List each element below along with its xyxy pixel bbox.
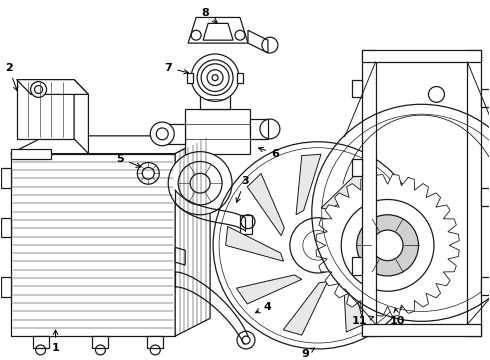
Text: 2: 2 xyxy=(5,63,18,91)
Circle shape xyxy=(290,218,346,273)
Polygon shape xyxy=(0,277,11,297)
Polygon shape xyxy=(283,282,328,335)
Polygon shape xyxy=(481,277,490,295)
Polygon shape xyxy=(296,154,321,215)
Polygon shape xyxy=(362,50,481,62)
Polygon shape xyxy=(362,50,376,336)
Polygon shape xyxy=(93,336,108,348)
Polygon shape xyxy=(11,136,210,154)
Polygon shape xyxy=(11,149,50,158)
Polygon shape xyxy=(237,275,302,304)
Polygon shape xyxy=(17,80,89,94)
Polygon shape xyxy=(250,119,268,139)
Circle shape xyxy=(372,230,403,261)
Polygon shape xyxy=(0,218,11,238)
Polygon shape xyxy=(0,168,11,188)
Polygon shape xyxy=(352,80,362,97)
Polygon shape xyxy=(33,336,49,348)
Text: 1: 1 xyxy=(51,330,59,353)
Polygon shape xyxy=(187,73,193,82)
Circle shape xyxy=(212,75,218,81)
Circle shape xyxy=(357,215,418,276)
Text: 6: 6 xyxy=(259,147,279,159)
Polygon shape xyxy=(147,336,163,348)
Text: 9: 9 xyxy=(301,348,315,359)
Polygon shape xyxy=(352,158,362,176)
Text: 8: 8 xyxy=(201,8,217,23)
Polygon shape xyxy=(362,324,481,336)
Text: 7: 7 xyxy=(164,63,188,74)
Polygon shape xyxy=(467,50,481,336)
Text: 10: 10 xyxy=(390,309,405,326)
Circle shape xyxy=(341,199,434,291)
Polygon shape xyxy=(481,90,490,107)
Polygon shape xyxy=(248,30,268,53)
Text: 4: 4 xyxy=(255,302,272,313)
Polygon shape xyxy=(343,267,364,332)
Polygon shape xyxy=(11,154,175,336)
Polygon shape xyxy=(200,94,230,109)
Text: 11: 11 xyxy=(352,316,373,326)
Circle shape xyxy=(201,64,229,91)
Circle shape xyxy=(137,162,159,184)
Polygon shape xyxy=(226,226,283,261)
Text: 5: 5 xyxy=(117,153,141,167)
Polygon shape xyxy=(237,73,243,82)
Circle shape xyxy=(191,54,239,101)
Polygon shape xyxy=(175,136,210,336)
Text: 3: 3 xyxy=(236,176,249,202)
Polygon shape xyxy=(175,183,185,201)
Polygon shape xyxy=(355,242,404,294)
Polygon shape xyxy=(240,215,252,234)
Polygon shape xyxy=(247,174,284,236)
Polygon shape xyxy=(316,175,459,316)
Polygon shape xyxy=(344,214,409,233)
Polygon shape xyxy=(74,80,89,154)
Polygon shape xyxy=(321,166,379,210)
Circle shape xyxy=(30,82,47,97)
Polygon shape xyxy=(165,124,185,144)
Polygon shape xyxy=(481,188,490,206)
Polygon shape xyxy=(188,18,248,43)
Polygon shape xyxy=(185,109,250,154)
Circle shape xyxy=(150,122,174,146)
Polygon shape xyxy=(17,80,74,139)
Circle shape xyxy=(168,152,232,215)
Polygon shape xyxy=(175,247,185,265)
Polygon shape xyxy=(352,257,362,275)
